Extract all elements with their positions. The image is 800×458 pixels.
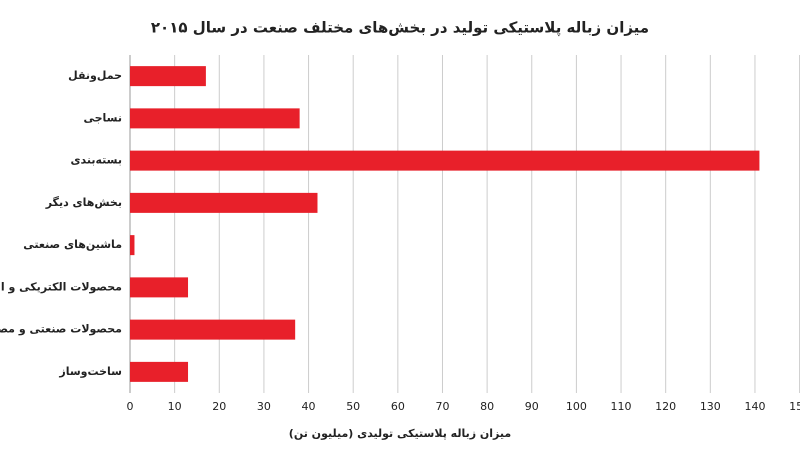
bar xyxy=(130,277,189,298)
bar xyxy=(130,150,760,171)
x-tick-label: 60 xyxy=(391,400,405,413)
x-tick-label: 40 xyxy=(302,400,316,413)
x-tick-label: 150 xyxy=(789,400,800,413)
bar xyxy=(130,361,189,382)
bar xyxy=(130,192,318,213)
x-tick-label: 10 xyxy=(168,400,182,413)
x-tick-label: 140 xyxy=(744,400,765,413)
x-tick-label: 120 xyxy=(655,400,676,413)
x-tick-label: 80 xyxy=(480,400,494,413)
bar xyxy=(130,66,206,87)
x-tick-label: 30 xyxy=(257,400,271,413)
x-tick-label: 20 xyxy=(212,400,226,413)
y-tick-label: بسته‌بندی xyxy=(70,154,122,167)
y-tick-label: نساجی xyxy=(83,111,122,124)
bar xyxy=(130,108,300,129)
chart-title: میزان زباله پلاستیکی تولید در بخش‌های مخ… xyxy=(151,19,649,38)
bar xyxy=(130,235,135,256)
x-tick-label: 130 xyxy=(700,400,721,413)
x-tick-label: 90 xyxy=(525,400,539,413)
x-tick-label: 110 xyxy=(611,400,632,413)
x-tick-label: 70 xyxy=(435,400,449,413)
y-tick-label: محصولات الکتریکی و الکترونیکی xyxy=(0,280,122,293)
y-tick-label: ماشین‌های صنعتی xyxy=(23,238,122,251)
bar xyxy=(130,319,296,340)
y-tick-label: محصولات صنعتی و مصرفی xyxy=(0,323,122,336)
y-tick-label: بخش‌های دیگر xyxy=(45,196,122,209)
x-tick-label: 100 xyxy=(566,400,587,413)
x-tick-label: 0 xyxy=(127,400,134,413)
y-tick-label: حمل‌ونقل xyxy=(68,69,122,82)
y-tick-label: ساخت‌وساز xyxy=(58,365,122,378)
x-tick-label: 50 xyxy=(346,400,360,413)
x-axis-title: میزان زباله پلاستیکی تولیدی (میلیون تن) xyxy=(289,427,511,440)
